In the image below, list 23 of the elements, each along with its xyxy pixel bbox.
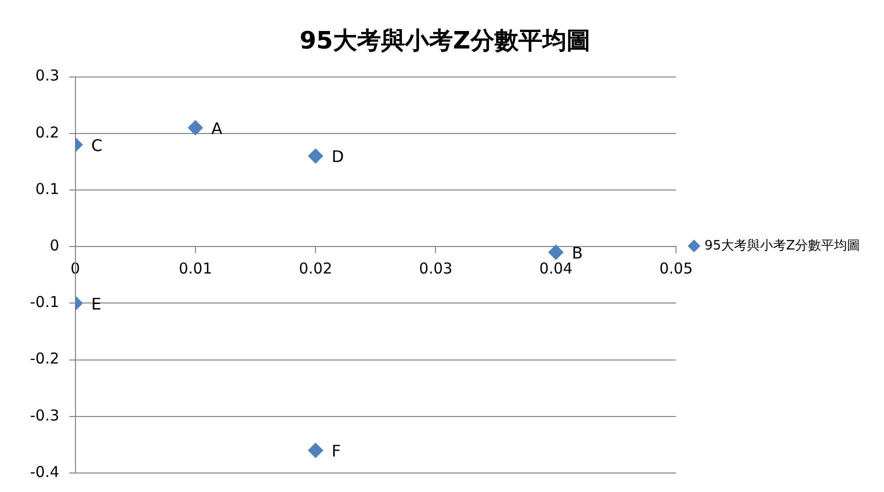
y-tick-label: 0.1	[35, 180, 60, 198]
x-tick-label: 0.04	[539, 259, 573, 278]
y-tick-label: 0.2	[35, 123, 60, 142]
x-tick-label: 0.01	[178, 259, 212, 278]
y-tick-label: -0.1	[30, 293, 60, 312]
legend-label: 95大考與小考Z分數平均圖	[704, 238, 860, 254]
y-tick-label: -0.2	[30, 350, 60, 368]
data-label: E	[91, 294, 102, 314]
x-tick-label: 0.02	[298, 259, 332, 278]
x-tick-label: 0.03	[419, 259, 452, 278]
data-label: F	[332, 442, 341, 461]
x-tick-label: 0.05	[659, 259, 693, 278]
data-label: A	[211, 118, 222, 138]
point	[308, 442, 324, 458]
chart-title: 95大考與小考Z分數平均圖	[300, 26, 590, 55]
data-label: D	[332, 147, 344, 166]
data-label: B	[572, 243, 583, 262]
y-tick-label: 0.3	[35, 66, 60, 85]
y-tick-label: -0.4	[30, 462, 60, 481]
data-label: C	[91, 136, 102, 155]
y-tick-label: -0.3	[30, 406, 60, 424]
y-tick-label: 0	[50, 236, 60, 254]
point	[308, 148, 324, 164]
